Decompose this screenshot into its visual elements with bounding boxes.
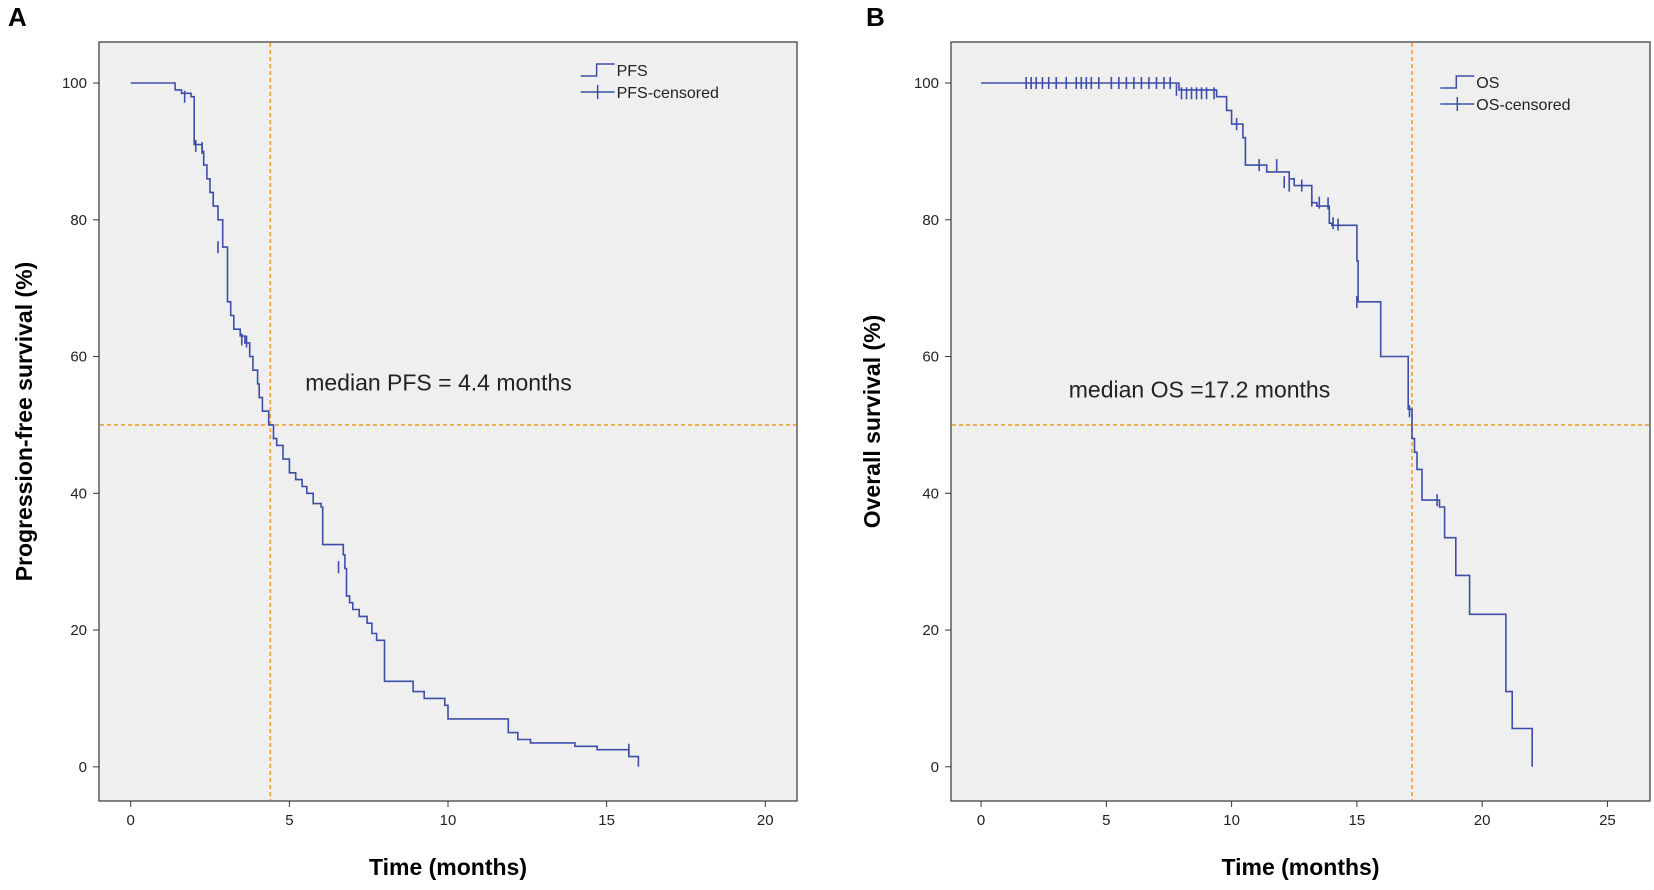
plot-area [98,41,798,802]
x-tick-label: 20 [757,812,774,829]
legend-label: OS-censored [1476,97,1570,114]
legend-label: PFS [617,63,648,80]
y-tick-label: 100 [914,75,939,92]
x-tick-label: 5 [285,812,293,829]
x-tick-label: 0 [127,812,135,829]
y-tick-label: 20 [70,622,87,639]
legend-label: OS [1476,75,1499,92]
median-annotation: median PFS = 4.4 months [305,370,572,396]
x-axis-title: Time (months) [1221,854,1379,880]
x-axis-title: Time (months) [369,854,527,880]
x-tick-label: 20 [1474,812,1491,829]
x-tick-label: 10 [1223,812,1240,829]
y-tick-label: 40 [70,485,87,502]
y-tick-label: 100 [62,75,87,92]
x-tick-label: 5 [1102,812,1110,829]
y-tick-label: 0 [79,759,87,776]
y-tick-label: 60 [70,349,87,366]
median-annotation: median OS =17.2 months [1069,377,1330,403]
y-tick-label: 20 [922,622,939,639]
x-tick-label: 10 [440,812,457,829]
legend-step-glyph [580,63,615,77]
panel-letter: B [866,2,885,32]
legend-label: PFS-censored [617,85,719,102]
legend-step-glyph [1440,75,1475,89]
y-axis-title: Progression-free survival (%) [11,262,37,582]
x-tick-label: 15 [598,812,615,829]
survival-curve [130,82,640,767]
y-tick-label: 80 [70,212,87,229]
panel-a: A 0 20 40 60 80 100 0 5 10 15 20 Time (months) Progre… [8,2,798,880]
x-tick-label: 15 [1349,812,1366,829]
y-tick-label: 60 [922,349,939,366]
x-tick-label: 25 [1599,812,1616,829]
y-tick-label: 80 [922,212,939,229]
plot-area [950,41,1651,802]
y-axis-title: Overall survival (%) [859,315,885,529]
y-tick-label: 0 [931,759,939,776]
x-tick-label: 0 [977,812,985,829]
panel-letter: A [8,2,27,32]
panel-b: B 0 20 40 60 80 100 0 5 10 15 20 25 Time (months) Over… [859,2,1651,880]
y-tick-label: 40 [922,485,939,502]
